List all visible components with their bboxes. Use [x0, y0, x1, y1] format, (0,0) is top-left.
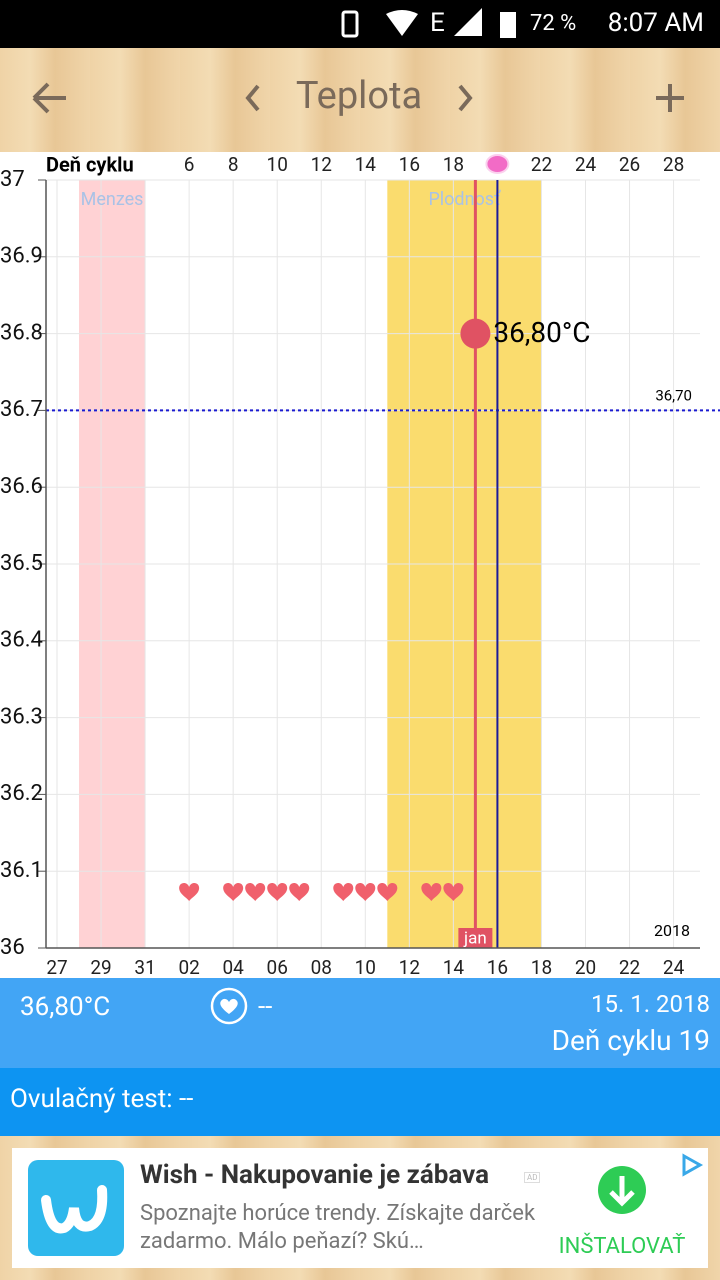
x-tick-label: 02 [178, 956, 199, 978]
x-tick-label: 20 [575, 956, 596, 978]
status-icons: E 72 % 8:07 AM [341, 8, 704, 38]
heart [267, 882, 288, 901]
ovulation-marker [485, 154, 510, 174]
info-panel: 36,80°C -- 15. 1. 2018 Deň cyklu 19 [0, 978, 720, 1068]
x-tick-label: 06 [267, 956, 288, 978]
x-tick-label: 12 [399, 956, 420, 978]
x-top-axis-label: Deň cyklu [46, 152, 134, 176]
x-top-tick-label: 14 [355, 153, 377, 176]
ad-card[interactable]: Wish - Nakupovanie je zábava AD Spoznajt… [12, 1148, 708, 1268]
y-tick-label: 36.5 [0, 551, 43, 576]
y-tick-label: 36.9 [0, 244, 43, 269]
install-icon[interactable] [596, 1164, 648, 1216]
x-top-tick-label: 8 [228, 153, 239, 176]
info-cycle-day: Deň cyklu 19 [551, 1024, 710, 1057]
info-date: 15. 1. 2018 [591, 990, 710, 1018]
x-top-tick-label: 24 [575, 153, 597, 176]
y-tick-label: 36.4 [0, 628, 43, 653]
ovulation-test-bar[interactable]: Ovulačný test: -- [0, 1068, 720, 1136]
y-tick-label: 36.2 [0, 781, 43, 806]
x-tick-label: 29 [90, 956, 111, 978]
info-temperature: 36,80°C [20, 992, 111, 1022]
chart: Menzes Plodnosť36,702018jan36,80°C3636.13… [0, 152, 720, 978]
year-label: 2018 [654, 921, 690, 940]
vibrate-icon [341, 10, 359, 38]
x-tick-label: 22 [619, 956, 640, 978]
clock: 8:07 AM [608, 8, 704, 38]
x-tick-label: 14 [443, 956, 465, 978]
ovulation-test: Ovulačný test: -- [10, 1084, 194, 1114]
x-tick-label: 16 [487, 956, 508, 978]
x-top-tick-label: 26 [619, 153, 640, 176]
status-bar: E 72 % 8:07 AM [0, 0, 720, 48]
x-tick-label: 04 [222, 956, 244, 978]
heart [355, 882, 376, 901]
x-top-tick-label: 28 [663, 153, 684, 176]
y-tick-label: 37 [0, 167, 25, 192]
heart-icon[interactable] [209, 986, 249, 1026]
month-label-bg [458, 928, 493, 948]
y-tick-label: 36.8 [0, 320, 43, 345]
next-button[interactable] [458, 84, 473, 112]
x-tick-label: 27 [46, 956, 67, 978]
data-label: 36,80°C [493, 316, 590, 349]
signal-icon [454, 8, 482, 36]
heart [333, 882, 354, 901]
ad-badge: AD [524, 1172, 541, 1183]
x-top-tick-label: 16 [399, 153, 420, 176]
heart [179, 882, 200, 901]
heart [421, 882, 442, 901]
install-button[interactable]: INŠTALOVAŤ [558, 1234, 686, 1259]
add-button[interactable] [656, 84, 684, 112]
heart [443, 882, 464, 901]
toolbar-icons: Teplota [32, 74, 684, 118]
x-top-tick-label: 22 [531, 153, 552, 176]
x-top-tick-label: 12 [311, 153, 332, 176]
info-intercourse: -- [258, 992, 273, 1022]
x-tick-label: 08 [311, 956, 332, 978]
ad-icon [28, 1160, 124, 1256]
heart [289, 882, 310, 901]
ad-title: Wish - Nakupovanie je zábava [140, 1160, 490, 1190]
coverline-label: 36,70 [655, 386, 692, 404]
x-tick-label: 18 [531, 956, 552, 978]
x-tick-label: 10 [355, 956, 376, 978]
toolbar-title: Teplota [296, 74, 422, 118]
ad-area: Wish - Nakupovanie je zábava AD Spoznajt… [0, 1136, 720, 1280]
battery-icon [500, 12, 516, 38]
x-tick-label: 31 [134, 956, 155, 978]
wifi-icon [386, 10, 418, 36]
heart [223, 882, 244, 901]
band-label: Menzes [81, 189, 144, 210]
x-top-tick-label: 18 [443, 153, 464, 176]
toolbar: Teplota [0, 48, 720, 152]
month-label: jan [463, 928, 487, 948]
back-button[interactable] [32, 82, 66, 114]
y-tick-label: 36.7 [0, 397, 43, 422]
data-point [460, 318, 491, 349]
y-tick-label: 36 [0, 935, 25, 960]
ad-choices[interactable] [678, 1152, 704, 1178]
y-tick-label: 36.6 [0, 474, 43, 499]
heart [245, 882, 266, 901]
x-tick-label: 24 [663, 956, 685, 978]
battery-level: 72 % [530, 11, 576, 36]
band-label: Plodnosť [428, 189, 501, 210]
ad-description: Spoznajte horúce trendy. Získajte darček… [140, 1201, 536, 1254]
y-tick-label: 36.3 [0, 704, 43, 729]
prev-button[interactable] [245, 84, 260, 112]
x-top-tick-label: 6 [184, 153, 195, 176]
network-type: E [430, 8, 445, 38]
y-tick-label: 36.1 [0, 858, 43, 883]
x-top-tick-label: 10 [267, 153, 288, 176]
heart [377, 882, 398, 901]
